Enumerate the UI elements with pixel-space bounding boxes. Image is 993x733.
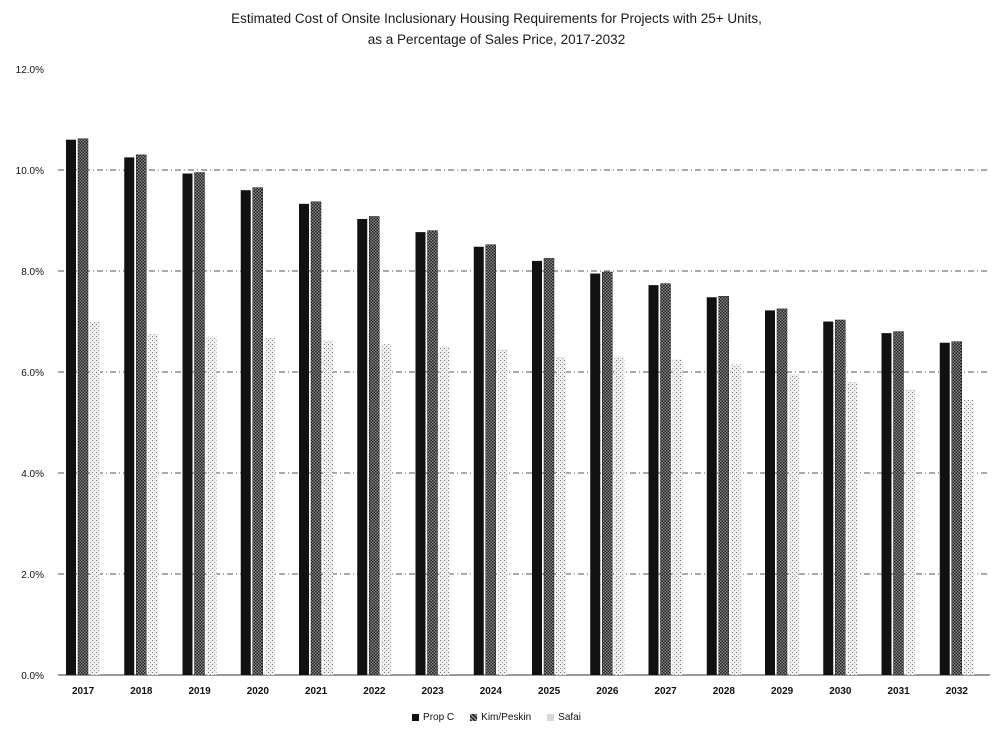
legend-label-prop-c: Prop C: [423, 712, 455, 723]
x-tick-label: 2017: [72, 686, 95, 697]
bar-safai: [381, 344, 392, 675]
chart-subtitle: as a Percentage of Sales Price, 2017-203…: [367, 32, 626, 47]
y-tick-label: 2.0%: [21, 570, 44, 581]
bar-prop-c: [415, 232, 426, 676]
bar-kim-peskin: [427, 230, 438, 676]
bar-safai: [730, 364, 741, 675]
bar-prop-c: [765, 310, 775, 675]
legend-label-safai: Safai: [558, 712, 581, 723]
x-tick-label: 2032: [946, 686, 969, 697]
x-tick-label: 2028: [713, 686, 736, 697]
bar-kim-peskin: [893, 331, 904, 676]
bar-safai: [90, 321, 100, 675]
y-tick-label: 12.0%: [16, 65, 44, 76]
chart-title-block: Estimated Cost of Onsite Inclusionary Ho…: [0, 8, 993, 50]
bar-kim-peskin: [252, 187, 263, 676]
bar-prop-c: [939, 342, 950, 675]
x-tick-label: 2025: [538, 686, 561, 697]
legend-swatch-kim-peskin: [470, 714, 478, 721]
bar-safai: [614, 356, 625, 675]
legend-label-kim-peskin: Kim/Peskin: [481, 712, 532, 723]
bar-prop-c: [881, 333, 892, 675]
bar-kim-peskin: [310, 201, 322, 676]
bar-kim-peskin: [718, 296, 729, 676]
x-tick-label: 2020: [247, 686, 270, 697]
bar-kim-peskin: [369, 216, 380, 676]
bar-chart: 0.0% 2.0% 4.0% 6.0% 8.0% 10.0% 12.0% 2017 2018 20…: [16, 65, 990, 697]
y-tick-label: 6.0%: [21, 368, 44, 379]
legend-swatch-safai: [547, 714, 555, 721]
bar-kim-peskin: [835, 319, 846, 676]
x-tick-label: 2030: [829, 686, 852, 697]
y-tick-label: 10.0%: [16, 166, 44, 177]
bar-safai: [789, 374, 799, 675]
bar-safai: [439, 346, 450, 675]
bar-prop-c: [240, 190, 251, 675]
bar-safai: [206, 336, 217, 675]
chart-legend: Prop C Kim/Peskin Safai: [0, 712, 993, 723]
bar-safai: [148, 334, 159, 675]
bar-prop-c: [357, 218, 368, 676]
bar-safai: [672, 359, 683, 675]
bar-prop-c: [299, 203, 309, 675]
bar-safai: [264, 337, 275, 675]
bar-prop-c: [590, 273, 601, 675]
legend-item-prop-c: Prop C: [412, 712, 454, 723]
bar-kim-peskin: [660, 283, 671, 676]
x-tick-label: 2024: [480, 686, 503, 697]
bar-kim-peskin: [951, 341, 962, 676]
bar-kim-peskin: [485, 244, 496, 676]
bar-prop-c: [532, 260, 542, 675]
bar-prop-c: [706, 297, 717, 675]
bar-safai: [847, 382, 858, 675]
x-tick-label: 2031: [888, 686, 911, 697]
y-tick-label: 0.0%: [21, 671, 44, 682]
bar-safai: [556, 356, 566, 675]
bar-safai: [963, 399, 974, 675]
x-tick-label: 2027: [655, 686, 678, 697]
bar-kim-peskin: [776, 308, 788, 676]
bar-prop-c: [182, 173, 193, 675]
bar-kim-peskin: [77, 138, 89, 676]
x-tick-label: 2018: [130, 686, 153, 697]
bar-kim-peskin: [194, 172, 205, 676]
x-tick-label: 2022: [363, 686, 386, 697]
bar-prop-c: [648, 285, 659, 675]
bar-safai: [905, 389, 916, 675]
chart-title: Estimated Cost of Onsite Inclusionary Ho…: [231, 11, 762, 26]
x-tick-label: 2026: [596, 686, 619, 697]
bar-prop-c: [473, 246, 484, 675]
bar-kim-peskin: [602, 271, 613, 676]
x-tick-label: 2029: [771, 686, 794, 697]
bar-prop-c: [66, 139, 76, 675]
x-tick-label: 2021: [305, 686, 328, 697]
x-tick-label: 2023: [422, 686, 445, 697]
y-tick-label: 4.0%: [21, 469, 44, 480]
bar-prop-c: [124, 157, 135, 675]
bar-safai: [323, 340, 333, 675]
bar-safai: [497, 349, 508, 675]
legend-item-safai: Safai: [547, 712, 581, 723]
bar-prop-c: [823, 321, 834, 675]
y-tick-label: 8.0%: [21, 267, 44, 278]
legend-item-kim-peskin: Kim/Peskin: [470, 712, 531, 723]
bar-kim-peskin: [543, 258, 555, 676]
legend-swatch-prop-c: [412, 714, 420, 721]
x-tick-label: 2019: [189, 686, 212, 697]
bar-kim-peskin: [136, 154, 147, 676]
